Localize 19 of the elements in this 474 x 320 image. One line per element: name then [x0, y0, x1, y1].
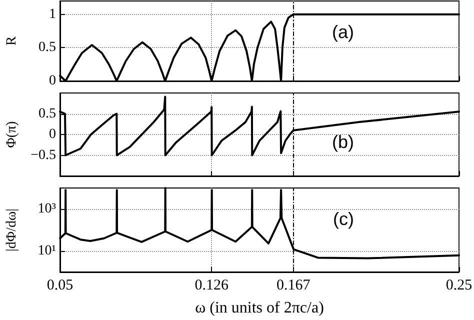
y-axis-title: |dΦ/dω|	[4, 208, 20, 252]
x-axis-title: ω (in units of 2πc/a)	[195, 300, 324, 316]
x-tick-label: 0.126	[194, 278, 229, 294]
y-tick-label: 0	[49, 127, 56, 142]
x-tick-label: 0.05	[46, 278, 74, 294]
y-tick-label: 0.5	[38, 106, 56, 122]
y-tick-label: 1	[49, 6, 56, 22]
x-tick-label: 0.167	[276, 278, 311, 294]
y-tick-label: 10¹	[38, 244, 56, 258]
y-tick-label: 10³	[38, 202, 56, 216]
y-axis-title: Φ(π)	[4, 120, 20, 148]
y-axis-title: R	[4, 36, 20, 46]
annotation: (a)	[332, 22, 354, 42]
y-tick-label: −0.5	[30, 148, 56, 163]
y-tick-label: 0	[49, 74, 56, 88]
annotation: (c)	[333, 209, 354, 229]
annotation: (b)	[332, 132, 354, 152]
y-tick-label: 0.5	[38, 40, 56, 56]
x-tick-label: 0.25	[446, 278, 472, 294]
